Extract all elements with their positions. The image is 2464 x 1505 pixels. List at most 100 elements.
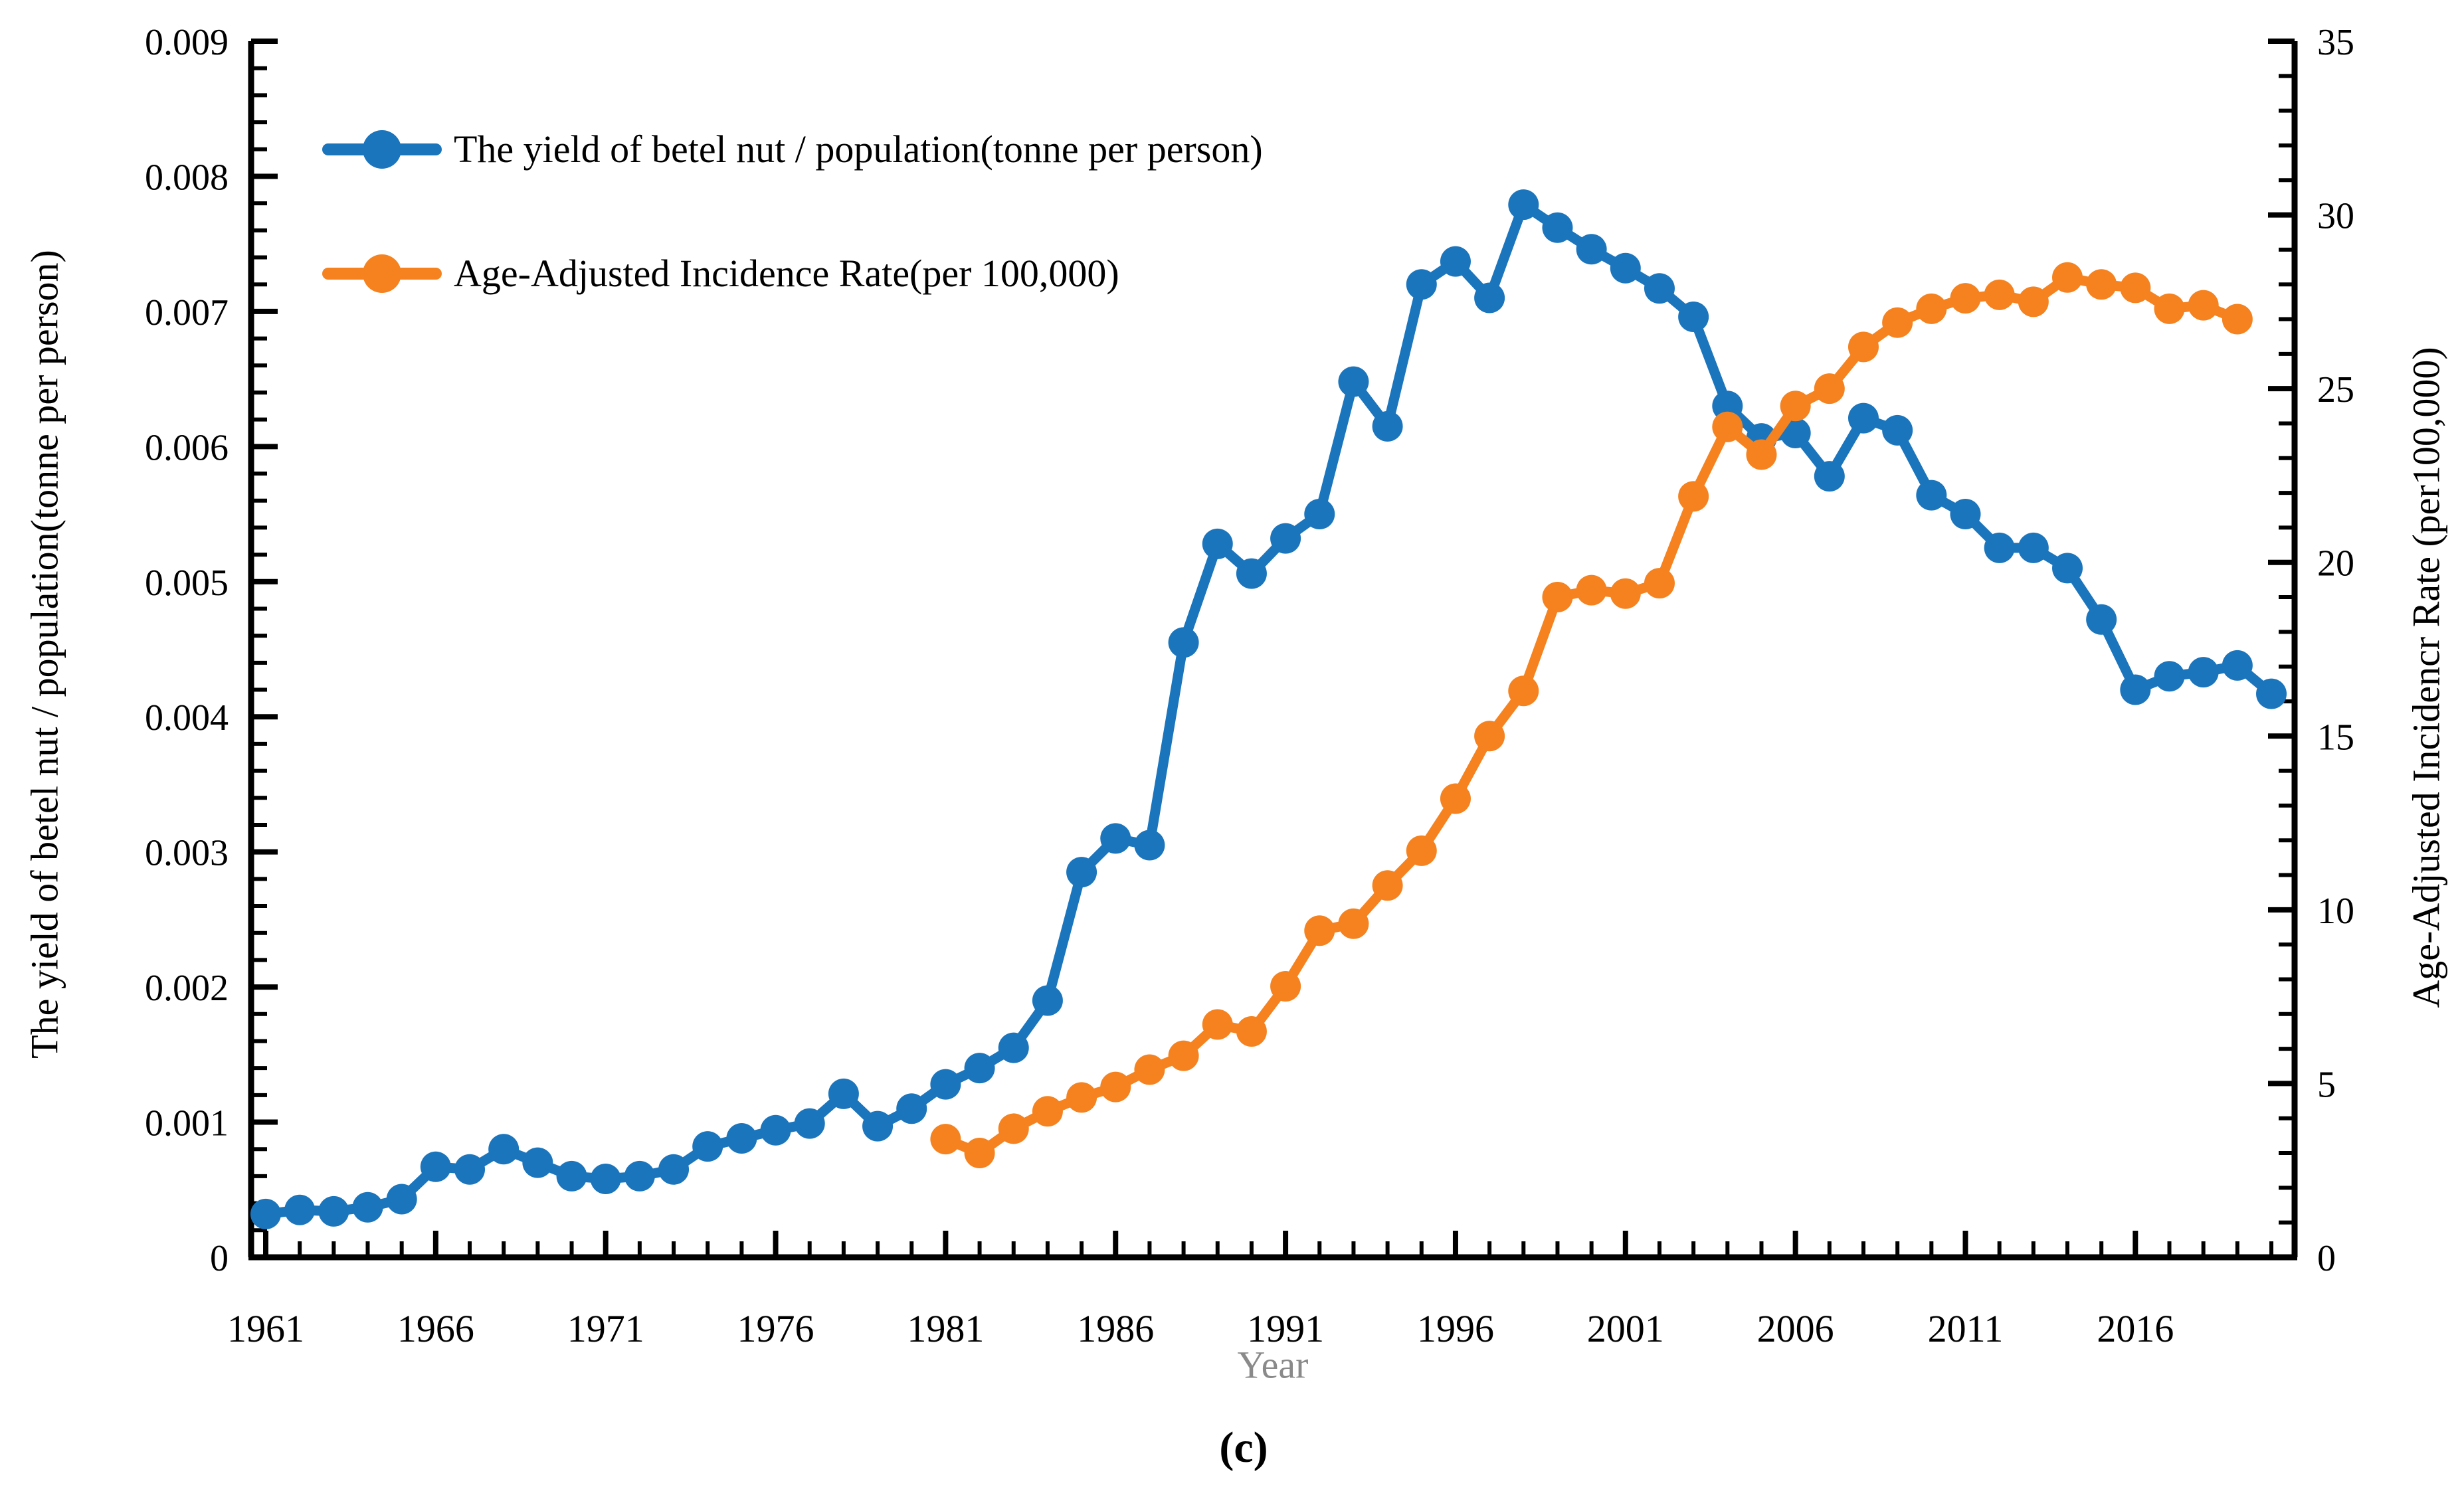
data-point (1508, 675, 1539, 707)
x-tick-label: 1966 (397, 1307, 474, 1350)
data-point (760, 1114, 791, 1146)
data-point (1100, 823, 1131, 854)
data-point (2120, 674, 2151, 705)
data-point (1202, 528, 1233, 559)
data-point (896, 1093, 927, 1124)
data-point (1848, 331, 1879, 363)
y-right-tick-label: 15 (2317, 717, 2354, 758)
y-right-tick-label: 30 (2317, 196, 2354, 237)
data-point (284, 1194, 316, 1225)
data-point (1134, 830, 1165, 861)
figure-caption: (c) (1219, 1423, 1268, 1472)
data-point (2222, 304, 2253, 335)
data-point (1882, 414, 1913, 446)
x-tick-label: 1991 (1247, 1307, 1324, 1350)
data-point (488, 1134, 520, 1165)
data-point (998, 1113, 1029, 1144)
data-point (1678, 302, 1709, 333)
y-right-tick-label: 20 (2317, 543, 2354, 584)
y-left-tick-label: 0.004 (145, 697, 229, 739)
data-point (1780, 391, 1811, 422)
data-point (1406, 269, 1437, 300)
data-point (1576, 234, 1607, 265)
data-point (1984, 279, 2015, 310)
incidence-series-line (940, 272, 2243, 1158)
x-tick-label: 2016 (2097, 1307, 2174, 1350)
data-point (2188, 290, 2219, 321)
data-point (1508, 189, 1539, 221)
data-point (250, 1198, 281, 1229)
data-point (1950, 499, 1981, 530)
legend: The yield of betel nut / population(tonn… (322, 122, 1263, 301)
x-tick-label: 1976 (737, 1307, 814, 1350)
data-point (1440, 783, 1471, 814)
data-point (1134, 1054, 1165, 1085)
data-point (1406, 835, 1437, 866)
data-point (1848, 402, 1879, 434)
data-point (1032, 985, 1063, 1016)
data-point (522, 1147, 553, 1178)
data-point (420, 1151, 451, 1182)
data-point (1814, 461, 1845, 492)
data-point (1542, 582, 1573, 613)
data-point (1236, 558, 1267, 589)
y-right-tick-label: 10 (2317, 891, 2354, 932)
data-point (1712, 411, 1743, 442)
data-point (1168, 1040, 1199, 1071)
data-point (1950, 283, 1981, 314)
y-left-tick-label: 0.009 (145, 22, 229, 63)
data-point (1066, 857, 1097, 888)
data-point (2154, 293, 2185, 324)
data-point (1644, 568, 1675, 599)
data-point (1916, 293, 1947, 324)
data-point (726, 1122, 757, 1154)
data-point (2018, 532, 2049, 563)
data-point (1168, 627, 1199, 658)
data-point (1474, 282, 1505, 313)
legend-label-incidence: Age-Adjusted Incidence Rate(per 100,000) (454, 252, 1119, 295)
y-right-tick-label: 35 (2317, 22, 2354, 63)
blue-line-marker-icon (322, 122, 442, 177)
data-point (2154, 661, 2185, 692)
data-point (964, 1138, 995, 1169)
x-tick-label: 2001 (1587, 1307, 1664, 1350)
y-right-tick-label: 25 (2317, 369, 2354, 410)
data-point (862, 1110, 894, 1142)
data-point (590, 1164, 621, 1195)
data-point (1236, 1016, 1267, 1047)
data-point (2188, 657, 2219, 688)
x-tick-label: 2011 (1928, 1307, 2004, 1350)
data-point (2052, 553, 2083, 584)
data-point (1644, 273, 1675, 304)
data-point (1440, 246, 1471, 277)
data-point (1610, 578, 1641, 609)
data-point (2120, 272, 2151, 304)
data-point (1576, 575, 1607, 606)
x-tick-label: 2006 (1757, 1307, 1834, 1350)
data-point (658, 1154, 690, 1185)
data-point (1610, 252, 1641, 284)
data-point (1066, 1082, 1097, 1113)
data-point (1372, 870, 1403, 901)
data-point (1916, 480, 1947, 511)
orange-line-marker-icon (322, 246, 442, 301)
data-point (2256, 678, 2287, 709)
data-point (1678, 481, 1709, 512)
data-point (2086, 604, 2117, 635)
legend-label-yield: The yield of betel nut / population(tonn… (454, 128, 1263, 171)
data-point (828, 1078, 859, 1109)
data-point (1304, 499, 1335, 530)
data-point (352, 1192, 383, 1223)
data-point (1882, 307, 1913, 338)
x-tick-label: 1971 (567, 1307, 644, 1350)
y-left-tick-label: 0.003 (145, 833, 229, 874)
legend-entry-incidence: Age-Adjusted Incidence Rate(per 100,000) (322, 246, 1263, 301)
data-point (2086, 269, 2117, 300)
data-point (318, 1195, 349, 1227)
data-point (386, 1184, 417, 1215)
data-point (692, 1131, 723, 1162)
x-tick-label: 1961 (227, 1307, 304, 1350)
y-left-tick-label: 0.006 (145, 427, 229, 468)
